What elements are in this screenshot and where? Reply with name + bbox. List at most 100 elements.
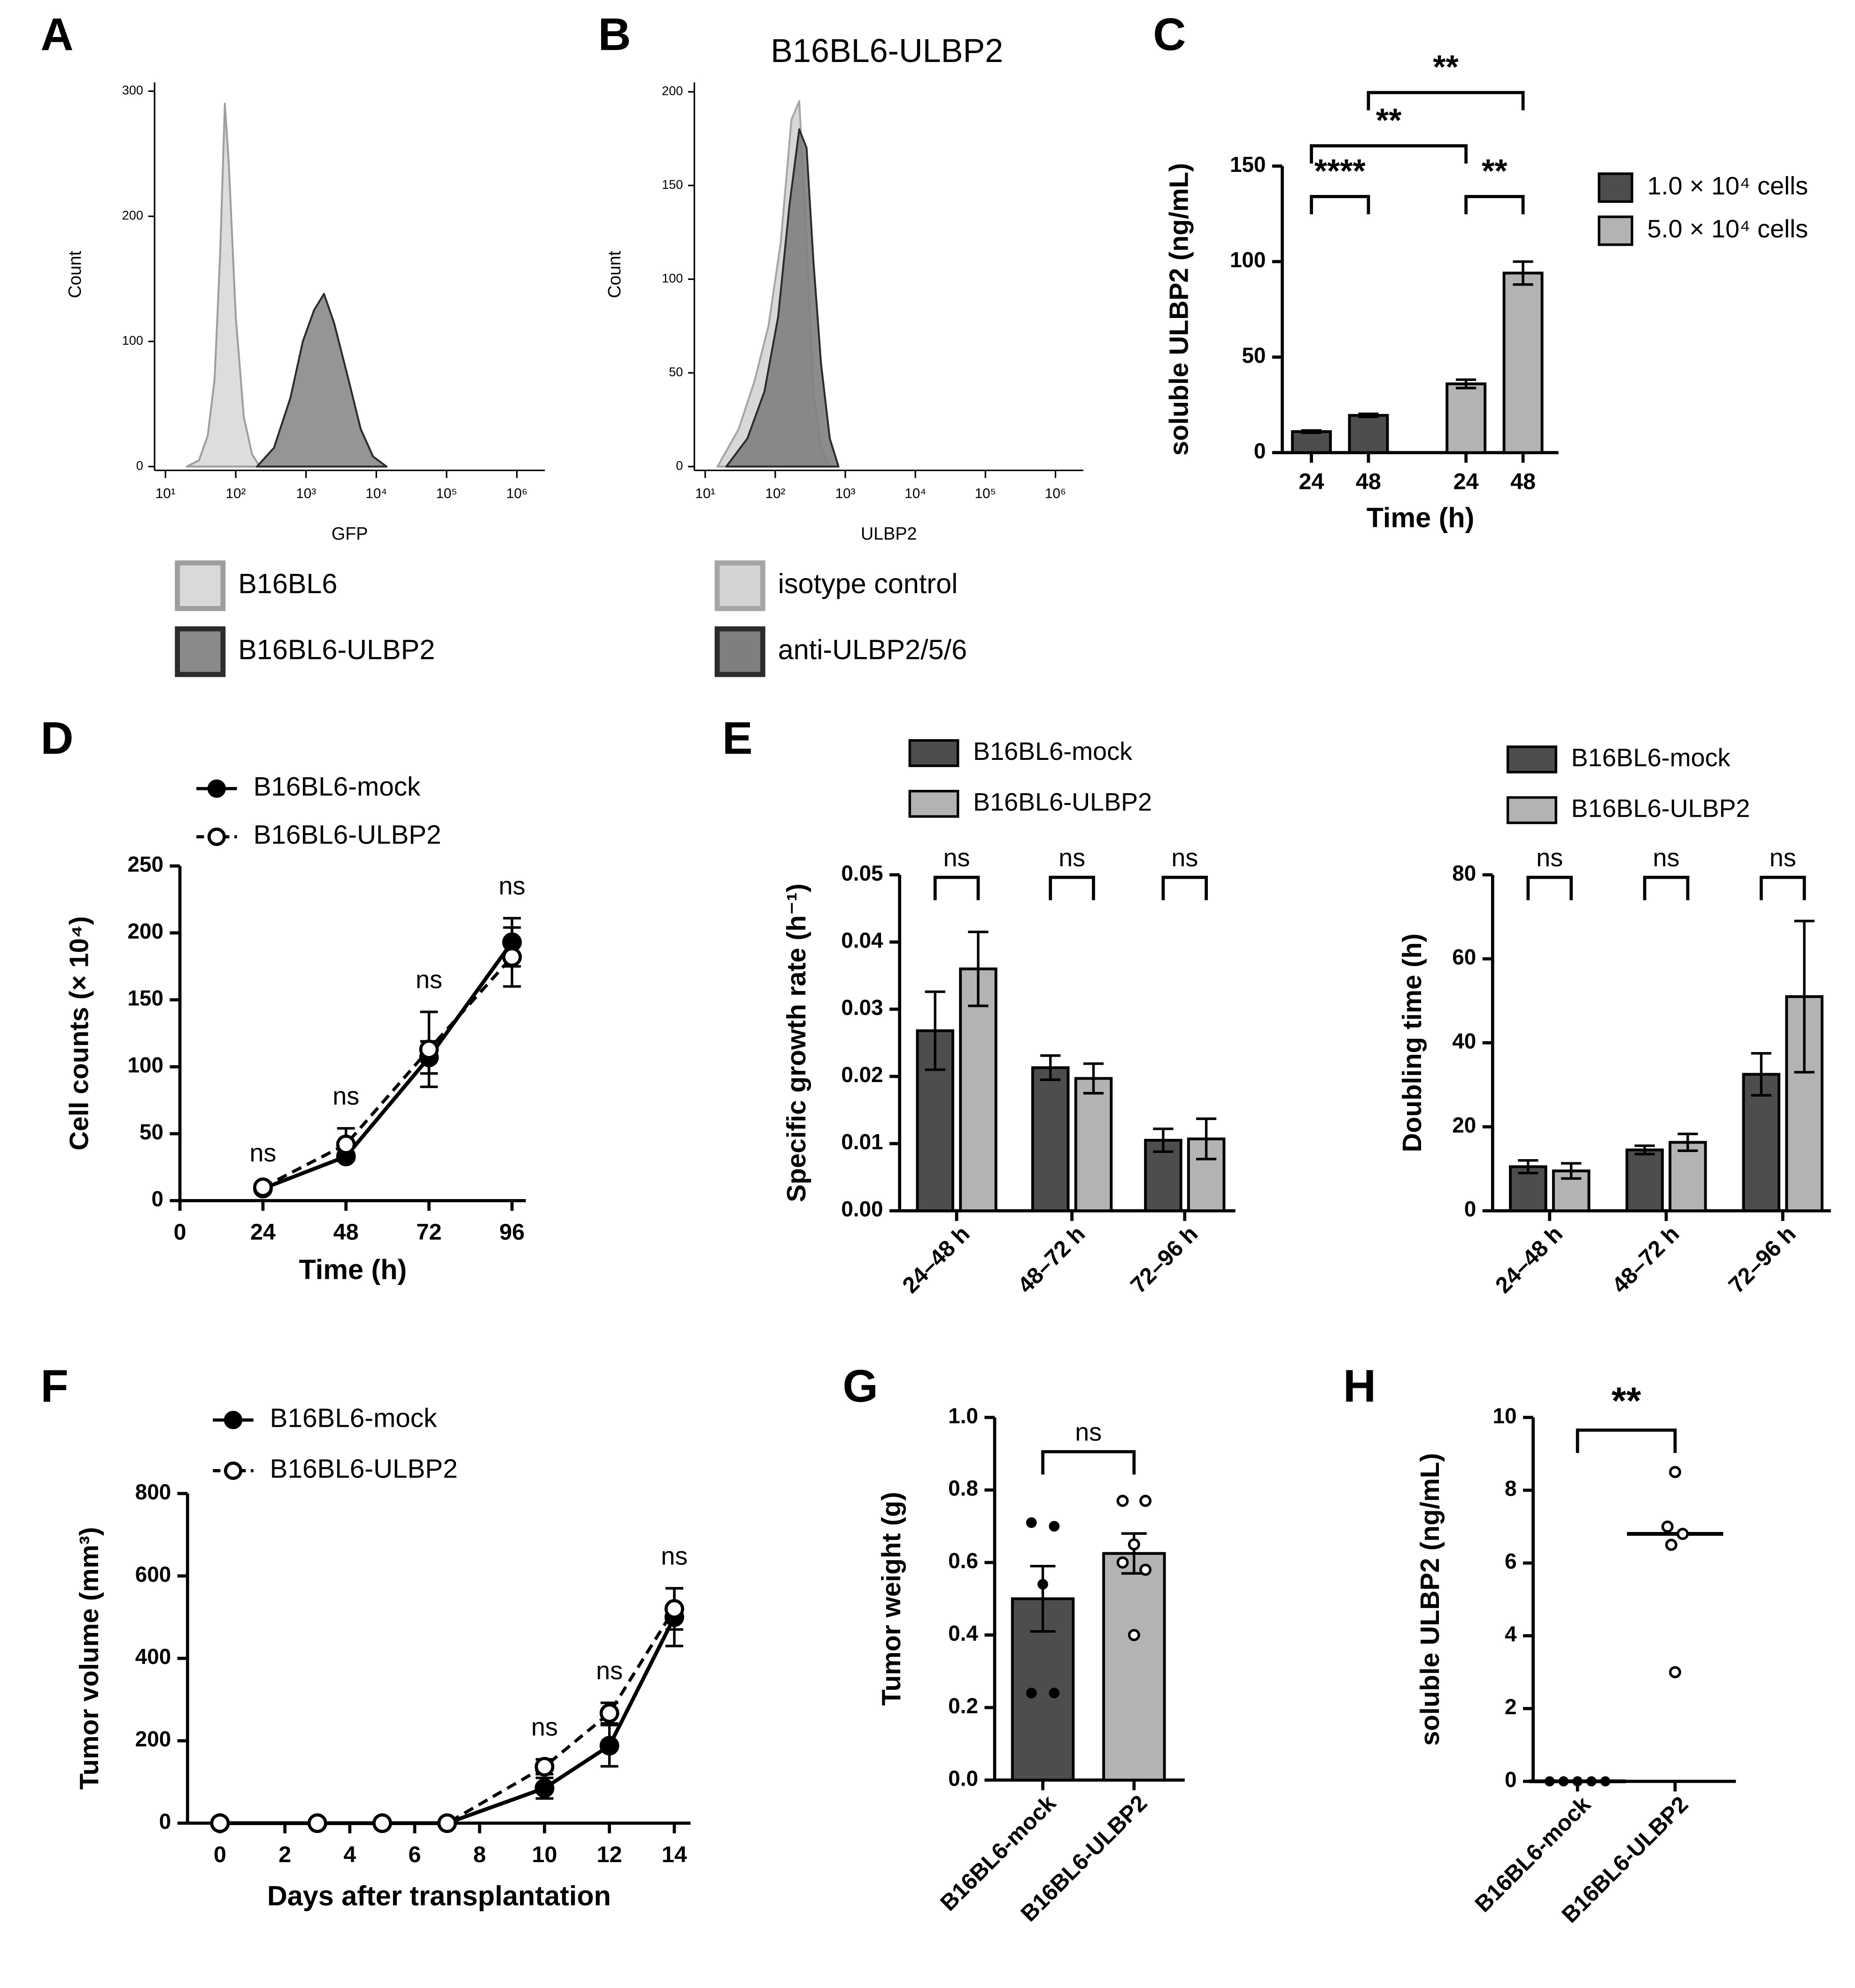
x-tick-label: 10⁴ bbox=[365, 486, 387, 502]
x-tick-label: 8 bbox=[473, 1842, 486, 1867]
legend-label: B16BL6-mock bbox=[1571, 743, 1731, 772]
x-tick-label: 14 bbox=[662, 1842, 687, 1867]
data-point bbox=[1026, 1517, 1037, 1528]
legend-swatch bbox=[714, 560, 765, 611]
data-point bbox=[1139, 1563, 1152, 1576]
x-tick-label: 0 bbox=[174, 1220, 186, 1245]
x-tick-label: 10¹ bbox=[155, 486, 176, 502]
y-axis-label: Doubling time (h) bbox=[1398, 933, 1427, 1152]
x-tick-label: 24–48 h bbox=[897, 1221, 974, 1298]
y-tick-label: 100 bbox=[122, 333, 143, 348]
significance-bracket bbox=[1310, 144, 1468, 164]
significance-label: **** bbox=[1314, 152, 1366, 189]
significance-bracket bbox=[1526, 875, 1573, 900]
histogram-area bbox=[725, 128, 840, 468]
y-tick-label: 0.00 bbox=[841, 1197, 883, 1221]
y-tick-label: 0.2 bbox=[948, 1694, 978, 1718]
significance-label: ** bbox=[1376, 101, 1402, 139]
significance-label: ** bbox=[1611, 1380, 1641, 1422]
y-tick-label: 0.02 bbox=[841, 1062, 883, 1087]
x-tick-label: 24 bbox=[1299, 469, 1324, 494]
legend-label: B16BL6-ULBP2 bbox=[238, 634, 435, 665]
x-tick-label: 48 bbox=[1510, 469, 1536, 494]
panel-label: A bbox=[40, 9, 73, 60]
legend-swatch bbox=[1598, 215, 1633, 246]
bar bbox=[1102, 1552, 1166, 1782]
y-tick-label: 0.8 bbox=[948, 1476, 978, 1501]
bar bbox=[1031, 1066, 1070, 1213]
significance-bracket bbox=[1041, 1450, 1136, 1475]
y-tick-label: 10 bbox=[1493, 1403, 1517, 1428]
chart-title: B16BL6-ULBP2 bbox=[771, 32, 1003, 69]
significance-bracket bbox=[1464, 195, 1525, 215]
legend-marker bbox=[224, 1461, 243, 1480]
significance-label: ns bbox=[943, 844, 970, 872]
x-tick-label: 24 bbox=[1453, 469, 1479, 494]
histogram-area bbox=[186, 102, 261, 468]
significance-label: ** bbox=[1482, 152, 1507, 189]
marker bbox=[253, 1177, 273, 1197]
y-tick-label: 150 bbox=[128, 986, 164, 1010]
significance-label: ns bbox=[1536, 844, 1563, 872]
significance-bracket bbox=[1161, 875, 1208, 900]
y-tick-label: 150 bbox=[1230, 152, 1266, 177]
data-point bbox=[1116, 1556, 1129, 1569]
x-tick-label: 6 bbox=[409, 1842, 421, 1867]
significance-bracket bbox=[933, 875, 980, 900]
data-point bbox=[1139, 1494, 1152, 1507]
annotation: ns bbox=[332, 1082, 359, 1110]
y-tick-label: 0.04 bbox=[841, 928, 883, 952]
y-axis-label: Tumor volume (mm³) bbox=[75, 1527, 104, 1789]
legend-label: B16BL6-ULBP2 bbox=[254, 820, 441, 850]
y-tick-label: 1.0 bbox=[948, 1403, 978, 1428]
y-tick-label: 200 bbox=[662, 84, 683, 98]
x-tick-label: 10³ bbox=[835, 486, 856, 502]
bar bbox=[1074, 1077, 1113, 1213]
y-tick-label: 0 bbox=[136, 459, 143, 473]
y-tick-label: 0.0 bbox=[948, 1766, 978, 1790]
y-tick-label: 100 bbox=[1230, 248, 1266, 272]
significance-label: ns bbox=[1059, 844, 1085, 872]
panel-label: C bbox=[1153, 9, 1186, 60]
x-tick-label: 48 bbox=[1356, 469, 1381, 494]
bar bbox=[1348, 414, 1389, 454]
marker bbox=[664, 1599, 684, 1619]
y-tick-label: 0 bbox=[676, 459, 683, 473]
x-tick-label: 10 bbox=[532, 1842, 557, 1867]
data-point bbox=[1116, 1494, 1129, 1507]
y-tick-label: 6 bbox=[1505, 1549, 1517, 1573]
bar bbox=[1502, 271, 1544, 454]
y-tick-label: 600 bbox=[135, 1562, 171, 1586]
x-tick-label: 72–96 h bbox=[1724, 1221, 1801, 1298]
significance-label: ** bbox=[1433, 48, 1459, 85]
x-tick-label: 24 bbox=[250, 1220, 276, 1245]
significance-bracket bbox=[1049, 875, 1095, 900]
bar bbox=[959, 967, 997, 1213]
y-tick-label: 100 bbox=[128, 1053, 164, 1077]
marker bbox=[372, 1813, 392, 1833]
marker bbox=[534, 1778, 555, 1798]
y-tick-label: 0.05 bbox=[841, 861, 883, 885]
y-tick-label: 4 bbox=[1505, 1622, 1517, 1646]
significance-bracket bbox=[1576, 1428, 1677, 1453]
y-tick-label: 8 bbox=[1505, 1476, 1517, 1501]
legend-label: B16BL6-ULBP2 bbox=[973, 788, 1152, 816]
y-tick-label: 0 bbox=[1254, 439, 1266, 463]
legend-swatch bbox=[714, 626, 765, 677]
data-point bbox=[1544, 1776, 1555, 1787]
marker bbox=[210, 1813, 230, 1833]
line bbox=[262, 941, 514, 1191]
data-point bbox=[1049, 1521, 1060, 1532]
y-tick-label: 0 bbox=[159, 1809, 171, 1833]
x-tick-label: 12 bbox=[597, 1842, 622, 1867]
y-axis-label: Cell counts (× 10⁴) bbox=[65, 916, 94, 1151]
annotation: ns bbox=[661, 1542, 688, 1570]
y-tick-label: 400 bbox=[135, 1644, 171, 1669]
data-point bbox=[1600, 1776, 1611, 1787]
significance-bracket bbox=[1310, 195, 1370, 215]
panel-label: F bbox=[40, 1360, 68, 1411]
legend-label: B16BL6-ULBP2 bbox=[1571, 794, 1750, 822]
x-tick-label: 4 bbox=[343, 1842, 356, 1867]
